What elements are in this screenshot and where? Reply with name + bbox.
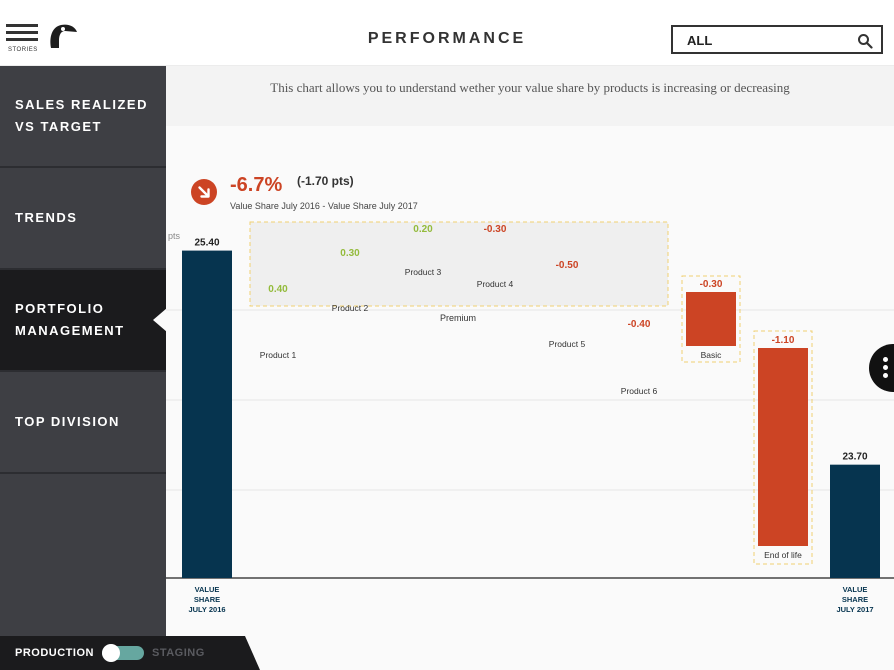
x-label-end: SHARE (842, 595, 868, 604)
group-label-premium: Premium (440, 313, 476, 323)
sidebar-item-label: PORTFOLIO MANAGEMENT (15, 301, 125, 338)
bar-delta (758, 348, 808, 546)
chart-description: This chart allows you to understand weth… (166, 66, 894, 126)
more-dots-icon-dot (883, 365, 888, 370)
sidebar-item-label: SALES REALIZED VS TARGET (15, 97, 148, 134)
kpi-points: (-1.70 pts) (297, 174, 354, 188)
x-label-start: JULY 2016 (188, 605, 225, 614)
hamburger-icon-bar (6, 31, 38, 34)
hamburger-icon (6, 24, 38, 27)
sidebar-item-label: TRENDS (15, 210, 78, 225)
waterfall-chart: pts 25.40 VALUE SHARE JULY 2016 23.70 VALUE SHA… (166, 210, 894, 630)
data-label-start: 25.40 (194, 238, 219, 249)
bar-delta (686, 292, 736, 346)
production-label: PRODUCTION (15, 647, 94, 659)
header: STORIES PERFORMANCE (0, 0, 894, 66)
group-frame-premium (249, 221, 669, 307)
sidebar-item-label: TOP DIVISION (15, 414, 120, 429)
x-label-product: Product 4 (477, 279, 514, 289)
toucan-logo-icon (50, 24, 77, 48)
x-label-end: JULY 2017 (836, 605, 873, 614)
sidebar-item-sales-realized[interactable]: SALES REALIZED VS TARGET (0, 66, 166, 168)
more-dots-icon-dot (883, 373, 888, 378)
filter-input[interactable] (687, 33, 847, 48)
x-label-product: Product 2 (332, 303, 369, 313)
x-label-end: VALUE (843, 585, 868, 594)
x-label-product: Product 1 (260, 350, 297, 360)
bar-start-total (182, 250, 232, 578)
stories-label: STORIES (8, 47, 38, 53)
x-label-group: End of life (764, 550, 802, 560)
page-title: PERFORMANCE (367, 30, 527, 47)
data-label-product: 0.30 (340, 248, 360, 259)
sidebar-item-portfolio-management[interactable]: PORTFOLIO MANAGEMENT (0, 270, 167, 372)
hamburger-icon-bar (6, 38, 38, 41)
menu-button[interactable]: STORIES (6, 24, 40, 54)
sidebar-item-top-division[interactable]: TOP DIVISION (0, 372, 166, 474)
data-label-product: 0.20 (413, 224, 433, 235)
data-label-delta: -0.30 (700, 279, 723, 290)
search-icon[interactable] (857, 33, 873, 49)
x-label-product: Product 6 (621, 386, 658, 396)
kpi-value: -6.7% (230, 174, 283, 196)
toggle-knob (102, 644, 120, 662)
sidebar: SALES REALIZED VS TARGET TRENDS PORTFOLI… (0, 66, 167, 670)
data-label-end: 23.70 (842, 452, 867, 463)
environment-toggle[interactable] (102, 644, 144, 662)
group-frame (753, 330, 813, 565)
data-label-product: 0.40 (268, 284, 288, 295)
x-label-start: SHARE (194, 595, 220, 604)
y-axis-unit-label: pts (168, 231, 181, 241)
x-label-group: Basic (701, 350, 723, 360)
kpi-subtitle: Value Share July 2016 - Value Share July… (230, 201, 418, 211)
sidebar-item-trends[interactable]: TRENDS (0, 168, 166, 270)
trend-down-arrow-icon (191, 179, 217, 205)
x-label-product: Product 5 (549, 339, 586, 349)
x-label-start: VALUE (195, 585, 220, 594)
group-frame (681, 275, 741, 363)
staging-label: STAGING (152, 647, 205, 659)
x-label-product: Product 3 (405, 267, 442, 277)
environment-footer: PRODUCTION STAGING (0, 636, 260, 670)
more-dots-icon (883, 357, 888, 362)
data-label-delta: -1.10 (772, 335, 795, 346)
data-label-product: -0.40 (628, 319, 651, 330)
filter-search[interactable] (671, 25, 883, 54)
data-label-product: -0.50 (556, 260, 579, 271)
data-label-product: -0.30 (484, 224, 507, 235)
bar-end-total (830, 464, 880, 578)
